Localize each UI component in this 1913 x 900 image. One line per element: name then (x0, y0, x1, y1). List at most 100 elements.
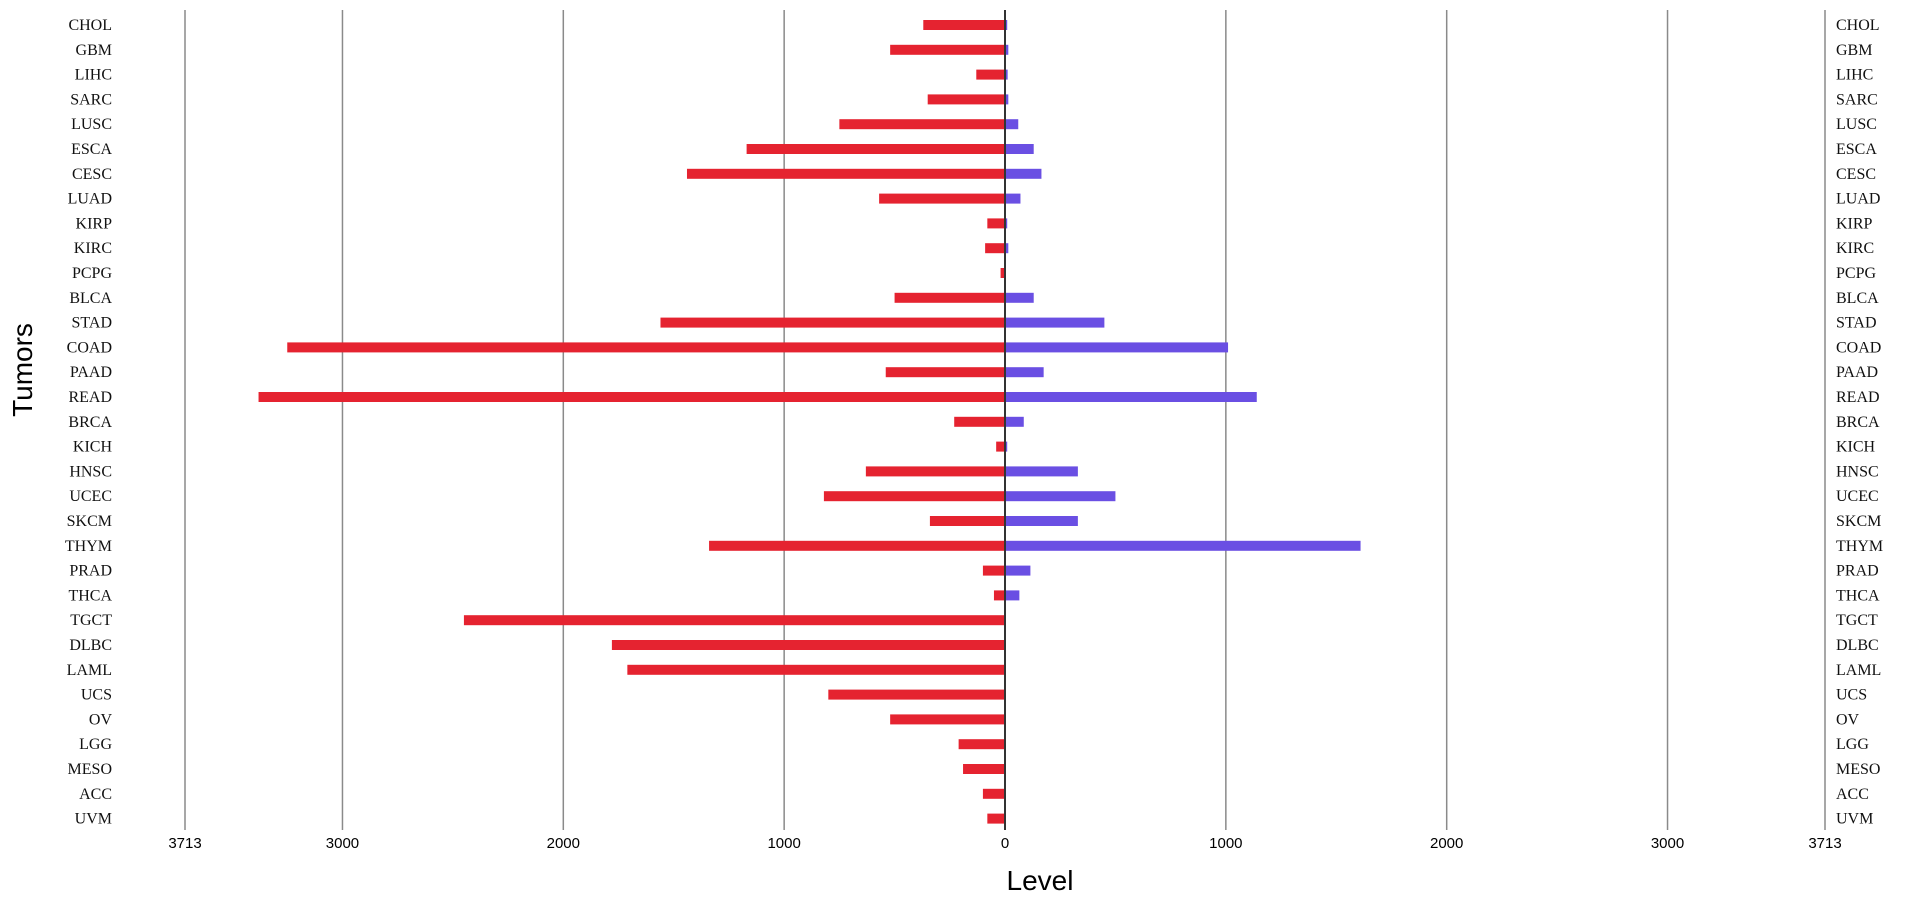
bar-negative-read (258, 392, 1005, 402)
bar-negative-pcpg (1000, 268, 1005, 278)
category-label-right: PRAD (1836, 563, 1879, 580)
category-label-right: THCA (1836, 587, 1880, 604)
category-label-right: KIRP (1836, 215, 1873, 232)
bar-positive-hnsc (1005, 466, 1078, 477)
bar-negative-chol (923, 20, 1005, 30)
bar-negative-lgg (958, 739, 1005, 750)
category-label-left: READ (68, 389, 112, 406)
x-tick-label: 2000 (547, 835, 580, 852)
bar-positive-thca (1005, 590, 1020, 601)
category-label-left: LUAD (68, 191, 112, 208)
category-label-right: UCEC (1836, 488, 1879, 505)
x-tick-label: 3713 (1808, 835, 1841, 852)
category-label-left: TGCT (70, 612, 112, 629)
category-label-right: TGCT (1836, 612, 1878, 629)
bar-negative-prad (982, 565, 1005, 576)
category-label-right: LAML (1836, 662, 1881, 679)
category-label-left: LGG (79, 736, 112, 753)
bar-negative-kich (996, 441, 1005, 452)
bar-negative-thym (709, 540, 1005, 551)
bar-negative-kirp (987, 218, 1005, 229)
bar-negative-tgct (463, 615, 1005, 626)
category-label-left: UCEC (69, 488, 112, 505)
bar-negative-luad (879, 193, 1005, 204)
category-label-left: UCS (81, 687, 112, 704)
x-axis-title: Level (1007, 865, 1074, 896)
bar-negative-paad (885, 367, 1005, 378)
category-label-left: KICH (73, 439, 113, 456)
category-label-left: SKCM (67, 513, 112, 530)
x-tick-label: 1000 (1209, 835, 1242, 852)
category-label-right: CESC (1836, 166, 1876, 183)
bar-positive-ucec (1005, 491, 1116, 502)
y-axis-title: Tumors (7, 323, 38, 417)
bar-positive-kirp (1005, 218, 1008, 229)
category-label-left: BLCA (69, 290, 112, 307)
category-label-left: MESO (68, 761, 112, 778)
category-label-right: STAD (1836, 315, 1877, 332)
category-label-left: GBM (76, 42, 112, 59)
bar-negative-dlbc (611, 640, 1005, 650)
category-label-right: PCPG (1836, 265, 1876, 282)
category-label-right: GBM (1836, 42, 1872, 59)
category-label-left: COAD (67, 339, 112, 356)
category-label-left: KIRP (76, 215, 113, 232)
bar-negative-gbm (890, 44, 1005, 55)
x-tick-label: 3713 (168, 835, 201, 852)
category-label-left: PCPG (72, 265, 112, 282)
x-tick-labels: 3713 3000 2000 1000 0 1000 2000 3000 3713 (168, 835, 1841, 852)
bar-positive-blca (1005, 292, 1034, 303)
category-label-left: CESC (72, 166, 112, 183)
bar-positive-coad (1005, 342, 1229, 353)
x-tick-label: 0 (1001, 835, 1009, 852)
bar-negative-hnsc (865, 466, 1005, 477)
category-label-left: UVM (75, 811, 112, 828)
x-tick-label: 2000 (1430, 835, 1463, 852)
category-label-left: PRAD (69, 563, 112, 580)
bar-negative-sarc (927, 94, 1005, 105)
category-label-right: KICH (1836, 439, 1876, 456)
x-tick-label: 3000 (1651, 835, 1684, 852)
category-label-right: READ (1836, 389, 1880, 406)
bar-positive-prad (1005, 565, 1031, 576)
category-label-right: SKCM (1836, 513, 1881, 530)
bar-positive-read (1005, 392, 1257, 402)
category-label-right: LUAD (1836, 191, 1880, 208)
bar-positive-luad (1005, 193, 1021, 204)
category-label-right: DLBC (1836, 637, 1879, 654)
category-label-right: SARC (1836, 91, 1878, 108)
category-label-right: KIRC (1836, 240, 1874, 257)
bar-negative-brca (954, 416, 1005, 427)
category-label-left: SARC (70, 91, 112, 108)
category-label-right: LGG (1836, 736, 1869, 753)
category-label-left: HNSC (69, 463, 112, 480)
category-label-left: CHOL (68, 17, 112, 34)
bar-negative-laml (627, 664, 1005, 675)
category-label-right: LIHC (1836, 67, 1873, 84)
category-labels: CHOL CHOL GBM GBM LIHC LIHC SARC SARC LUSC LUSC ES… (65, 17, 1883, 828)
category-label-right: THYM (1836, 538, 1883, 555)
bar-positive-lihc (1005, 69, 1008, 80)
category-label-left: OV (89, 711, 113, 728)
bar-negative-kirc (985, 243, 1005, 254)
category-label-right: BRCA (1836, 414, 1880, 431)
bar-negative-cesc (686, 168, 1005, 179)
bar-negative-esca (746, 144, 1005, 154)
bar-positive-stad (1005, 317, 1105, 328)
bar-negative-lusc (839, 119, 1005, 130)
category-label-left: STAD (72, 315, 113, 332)
category-label-left: ESCA (71, 141, 112, 158)
bar-positive-kich (1005, 441, 1008, 452)
bars (258, 20, 1361, 824)
bar-negative-uvm (987, 813, 1005, 824)
bar-positive-gbm (1005, 44, 1009, 55)
bar-positive-chol (1005, 20, 1008, 30)
category-label-left: PAAD (70, 364, 112, 381)
bar-negative-thca (993, 590, 1005, 601)
category-label-right: CHOL (1836, 17, 1880, 34)
bar-positive-brca (1005, 416, 1024, 427)
bar-negative-ucs (828, 689, 1005, 700)
bar-negative-skcm (929, 516, 1005, 526)
category-label-right: ESCA (1836, 141, 1877, 158)
